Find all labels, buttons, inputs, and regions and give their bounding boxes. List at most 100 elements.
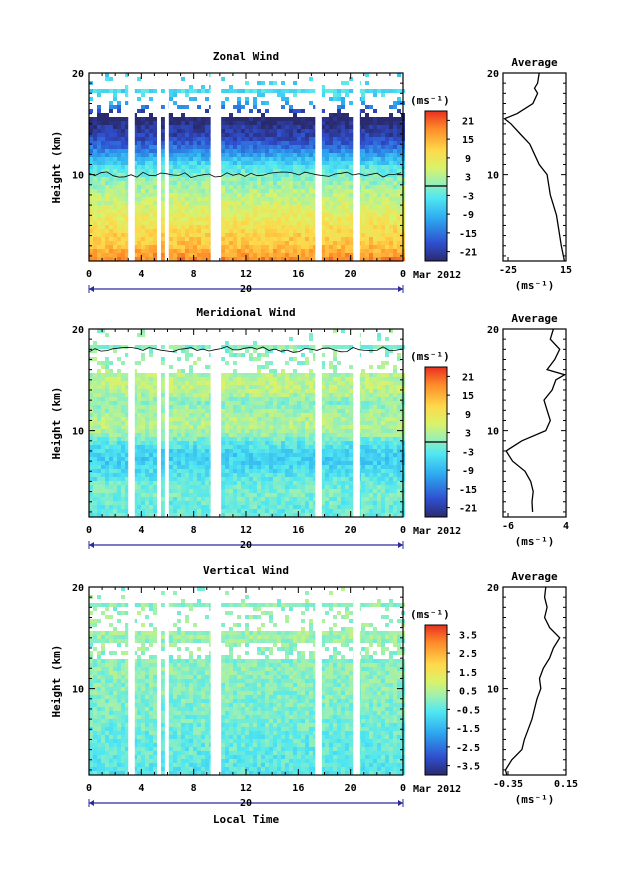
- heatmap-cell: [145, 197, 149, 201]
- heatmap-cell: [257, 129, 261, 133]
- heatmap-cell: [345, 225, 349, 229]
- heatmap-cell: [193, 249, 197, 253]
- heatmap-cell: [221, 149, 225, 153]
- heatmap-cell: [321, 469, 325, 473]
- heatmap-cell: [341, 205, 345, 209]
- heatmap-cell: [233, 185, 237, 189]
- heatmap-cell: [273, 473, 277, 477]
- heatmap-cell: [269, 117, 273, 121]
- heatmap-cell: [93, 437, 97, 441]
- heatmap-cell: [289, 505, 293, 509]
- heatmap-cell: [321, 473, 325, 477]
- heatmap-cell: [137, 109, 141, 113]
- heatmap-cell: [225, 205, 229, 209]
- heatmap-cell: [89, 205, 93, 209]
- heatmap-cell: [361, 509, 365, 513]
- heatmap-cell: [269, 221, 273, 225]
- heatmap-cell: [261, 101, 265, 105]
- heatmap-cell: [325, 433, 329, 437]
- heatmap-cell: [145, 249, 149, 253]
- heatmap-cell: [297, 237, 301, 241]
- heatmap-cell: [125, 89, 129, 93]
- heatmap-cell: [305, 137, 309, 141]
- heatmap-cell: [177, 221, 181, 225]
- heatmap-cell: [149, 137, 153, 141]
- heatmap-cell: [185, 453, 189, 457]
- heatmap-cell: [249, 197, 253, 201]
- heatmap-cell: [325, 441, 329, 445]
- heatmap-cell: [345, 141, 349, 145]
- heatmap-cell: [117, 129, 121, 133]
- heatmap-cell: [329, 113, 333, 117]
- heatmap-cell: [365, 485, 369, 489]
- heatmap-cell: [361, 153, 365, 157]
- heatmap-cell: [145, 229, 149, 233]
- heatmap-cell: [389, 165, 393, 169]
- heatmap-cell: [397, 169, 401, 173]
- heatmap-cell: [337, 125, 341, 129]
- heatmap-cell: [229, 501, 233, 505]
- heatmap-cell: [361, 161, 365, 165]
- heatmap-cell: [397, 501, 401, 505]
- heatmap-cell: [349, 133, 353, 137]
- heatmap-cell: [153, 189, 157, 193]
- heatmap-cell: [241, 473, 245, 477]
- heatmap-cell: [309, 145, 313, 149]
- heatmap-cell: [237, 101, 241, 105]
- heatmap-cell: [93, 249, 97, 253]
- heatmap-cell: [365, 237, 369, 241]
- heatmap-cell: [349, 193, 353, 197]
- heatmap-cell: [153, 257, 157, 261]
- heatmap-cell: [325, 493, 329, 497]
- heatmap-cell: [177, 241, 181, 245]
- heatmap-cell: [321, 125, 325, 129]
- heatmap-cell: [89, 89, 93, 93]
- heatmap-cell: [117, 513, 121, 517]
- heatmap-cell: [265, 145, 269, 149]
- heatmap-cell: [337, 213, 341, 217]
- heatmap-cell: [225, 193, 229, 197]
- heatmap-cell: [205, 453, 209, 457]
- heatmap-cell: [225, 197, 229, 201]
- heatmap-cell: [325, 497, 329, 501]
- heatmap-cell: [133, 161, 137, 165]
- heatmap-cell: [345, 513, 349, 517]
- heatmap-cell: [309, 437, 313, 441]
- heatmap-cell: [389, 161, 393, 165]
- heatmap-cell: [345, 433, 349, 437]
- heatmap-cell: [89, 453, 93, 457]
- heatmap-cell: [173, 457, 177, 461]
- heatmap-cell: [277, 465, 281, 469]
- heatmap-cell: [349, 145, 353, 149]
- heatmap-cell: [197, 129, 201, 133]
- heatmap-cell: [137, 509, 141, 513]
- heatmap-cell: [149, 441, 153, 445]
- heatmap-cell: [245, 165, 249, 169]
- heatmap-cell: [125, 489, 129, 493]
- heatmap-cell: [253, 185, 257, 189]
- heatmap-cell: [141, 445, 145, 449]
- heatmap-cell: [229, 85, 233, 89]
- heatmap-cell: [141, 433, 145, 437]
- heatmap-cell: [389, 501, 393, 505]
- heatmap-cell: [121, 457, 125, 461]
- heatmap-cell: [141, 93, 145, 97]
- heatmap-cell: [173, 185, 177, 189]
- heatmap-cell: [137, 501, 141, 505]
- heatmap-cell: [301, 125, 305, 129]
- heatmap-cell: [329, 165, 333, 169]
- heatmap-cell: [149, 193, 153, 197]
- heatmap-cell: [233, 121, 237, 125]
- heatmap-cell: [361, 229, 365, 233]
- heatmap-cell: [201, 445, 205, 449]
- heatmap-cell: [145, 201, 149, 205]
- heatmap-cell: [329, 461, 333, 465]
- heatmap-cell: [257, 437, 261, 441]
- heatmap-cell: [349, 117, 353, 121]
- heatmap-cell: [201, 485, 205, 489]
- heatmap-cell: [197, 485, 201, 489]
- heatmap-cell: [285, 429, 289, 433]
- heatmap-cell: [313, 125, 317, 129]
- heatmap-cell: [361, 189, 365, 193]
- heatmap-cell: [325, 173, 329, 177]
